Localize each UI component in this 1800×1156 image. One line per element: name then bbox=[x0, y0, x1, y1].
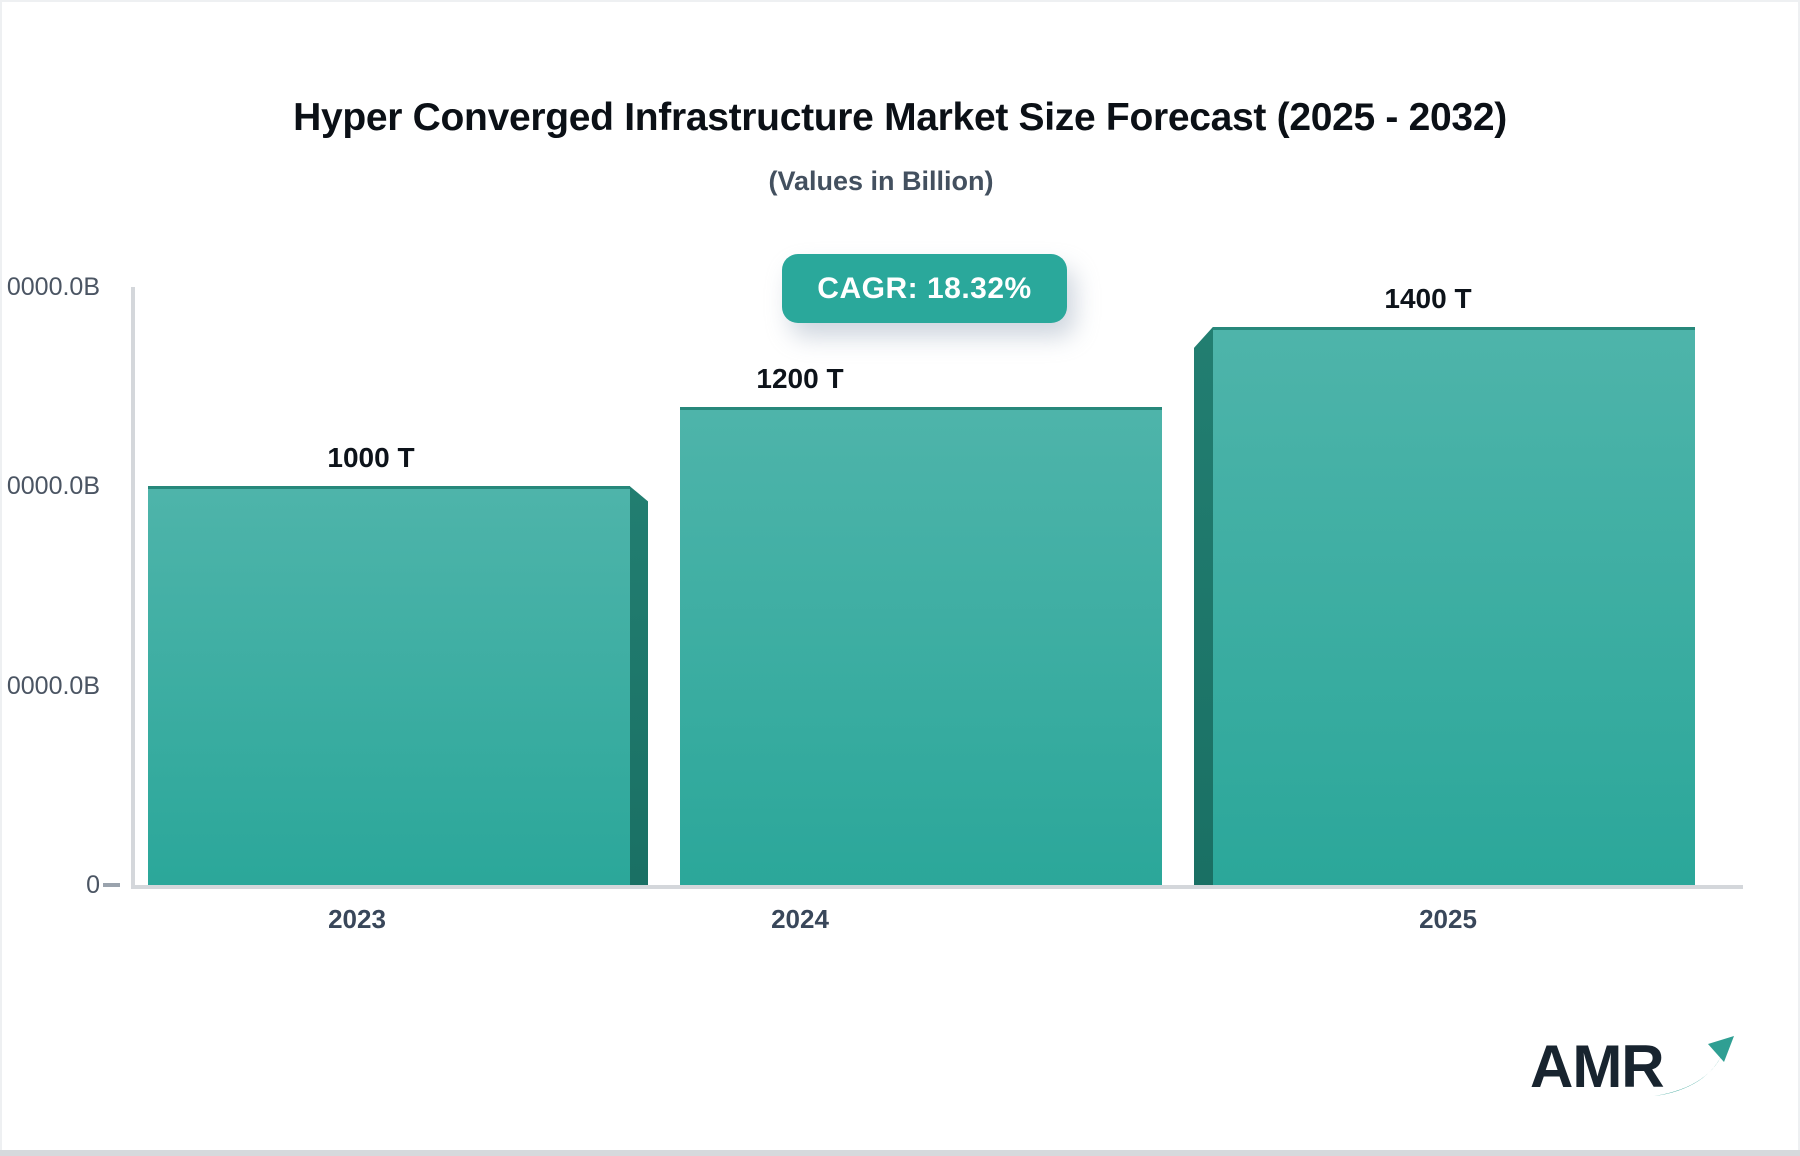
bar-3d-side-2023 bbox=[630, 486, 648, 885]
bottom-border bbox=[0, 1150, 1800, 1156]
x-axis-line bbox=[131, 885, 1743, 889]
bar-3d-side-2025 bbox=[1194, 326, 1213, 885]
y-axis-tick-label: 0000.0B bbox=[6, 472, 100, 501]
bar-2024 bbox=[680, 406, 1162, 885]
x-axis-category-label: 2024 bbox=[771, 904, 829, 934]
y-axis-tick-label: 0000.0B bbox=[6, 273, 100, 301]
logo-text: AMR bbox=[1530, 1033, 1665, 1100]
chart-title: Hyper Converged Infrastructure Market Si… bbox=[293, 96, 1507, 139]
y-axis-line bbox=[131, 287, 135, 889]
x-axis-category-label: 2025 bbox=[1419, 904, 1477, 934]
y-axis-tick-label: 0 bbox=[86, 871, 100, 899]
bar-2025 bbox=[1213, 326, 1695, 885]
chart-subtitle: (Values in Billion) bbox=[768, 166, 994, 196]
y-axis-tick-mark bbox=[103, 883, 120, 887]
bar-value-label: 1200 T bbox=[756, 362, 844, 394]
cagr-badge: CAGR: 18.32% bbox=[782, 254, 1067, 323]
bar-value-label: 1400 T bbox=[1384, 282, 1472, 314]
bar-value-label: 1000 T bbox=[327, 442, 415, 474]
amr-logo: AMR bbox=[1530, 1026, 1770, 1112]
y-axis-tick-label: 0000.0B bbox=[6, 671, 100, 700]
x-axis-category-label: 2023 bbox=[328, 904, 386, 934]
logo-arrow-icon bbox=[1654, 1036, 1734, 1096]
bar-2023 bbox=[148, 486, 630, 885]
